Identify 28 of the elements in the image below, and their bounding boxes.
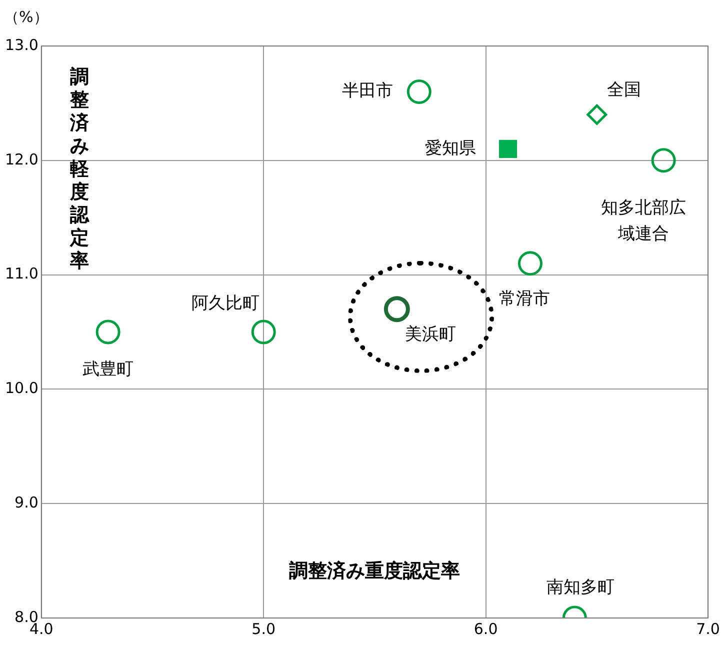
point	[251, 320, 276, 344]
point	[384, 296, 410, 322]
series-label: 知多北部広域連合	[601, 198, 686, 244]
x-tick-label: 7.0	[696, 620, 720, 638]
point	[498, 140, 518, 158]
x-tick-label: 5.0	[252, 620, 276, 638]
series-label: 阿久比町	[192, 293, 260, 314]
y-tick-label: 13.0	[4, 36, 38, 54]
text: 調整済み軽度認定率	[70, 66, 89, 272]
series-label: 愛知県	[425, 138, 476, 158]
x-tick-label: 6.0	[474, 620, 498, 638]
y-tick-label: 11.0	[4, 264, 38, 283]
point	[651, 148, 676, 173]
y-tick-label: 12.0	[4, 150, 38, 168]
series-label: 常滑市	[499, 288, 550, 309]
point	[586, 104, 608, 125]
series-label: 美浜町	[404, 324, 456, 345]
series-label: 南知多町	[546, 577, 615, 598]
point	[406, 80, 432, 104]
series-label: 全国	[606, 80, 641, 100]
point	[518, 251, 542, 276]
series-label: 武豊町	[82, 359, 134, 380]
point	[96, 320, 120, 344]
x-axis-title: 調整済み重度認定率	[289, 560, 460, 582]
text: （%）	[4, 8, 48, 26]
y-tick-label: 9.0	[14, 493, 38, 512]
y-tick-label: 10.0	[4, 379, 38, 398]
series-label: 半田市	[342, 81, 394, 102]
